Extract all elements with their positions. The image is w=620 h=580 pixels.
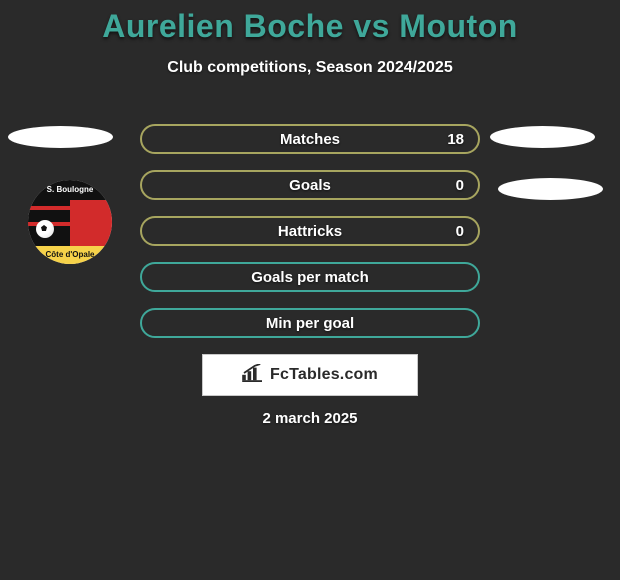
club-badge-circle: S. Boulogne Côte d'Opale [28,180,112,264]
stat-value: 18 [447,131,464,148]
player-right-avatar-2 [498,178,603,200]
player-right-avatar [490,126,595,148]
stat-label: Goals per match [251,269,369,286]
date-label: 2 march 2025 [0,410,620,427]
stat-row: Hattricks 0 [140,216,480,246]
badge-left-half [28,200,70,246]
subtitle: Club competitions, Season 2024/2025 [0,59,620,77]
stat-row: Matches 18 [140,124,480,154]
brand-watermark: FcTables.com [202,354,418,396]
brand-text: FcTables.com [270,366,378,384]
stat-row: Goals per match [140,262,480,292]
stat-label: Hattricks [278,223,342,240]
club-badge: S. Boulogne Côte d'Opale [20,180,120,264]
badge-body [28,200,112,246]
badge-top-label: S. Boulogne [28,180,112,200]
stat-label: Matches [280,131,340,148]
stat-label: Goals [289,177,331,194]
stats-panel: Matches 18 Goals 0 Hattricks 0 Goals per match… [140,124,480,354]
page-title: Aurelien Boche vs Mouton [0,0,620,45]
bar-chart-icon [242,364,264,387]
stat-row: Goals 0 [140,170,480,200]
stat-label: Min per goal [266,315,354,332]
infographic-root: Aurelien Boche vs Mouton Club competitio… [0,0,620,580]
soccer-ball-icon [36,220,54,238]
badge-right-half [70,200,112,246]
player-left-avatar [8,126,113,148]
badge-bottom-label: Côte d'Opale [28,246,112,264]
stat-row: Min per goal [140,308,480,338]
stat-value: 0 [456,177,464,194]
stat-value: 0 [456,223,464,240]
